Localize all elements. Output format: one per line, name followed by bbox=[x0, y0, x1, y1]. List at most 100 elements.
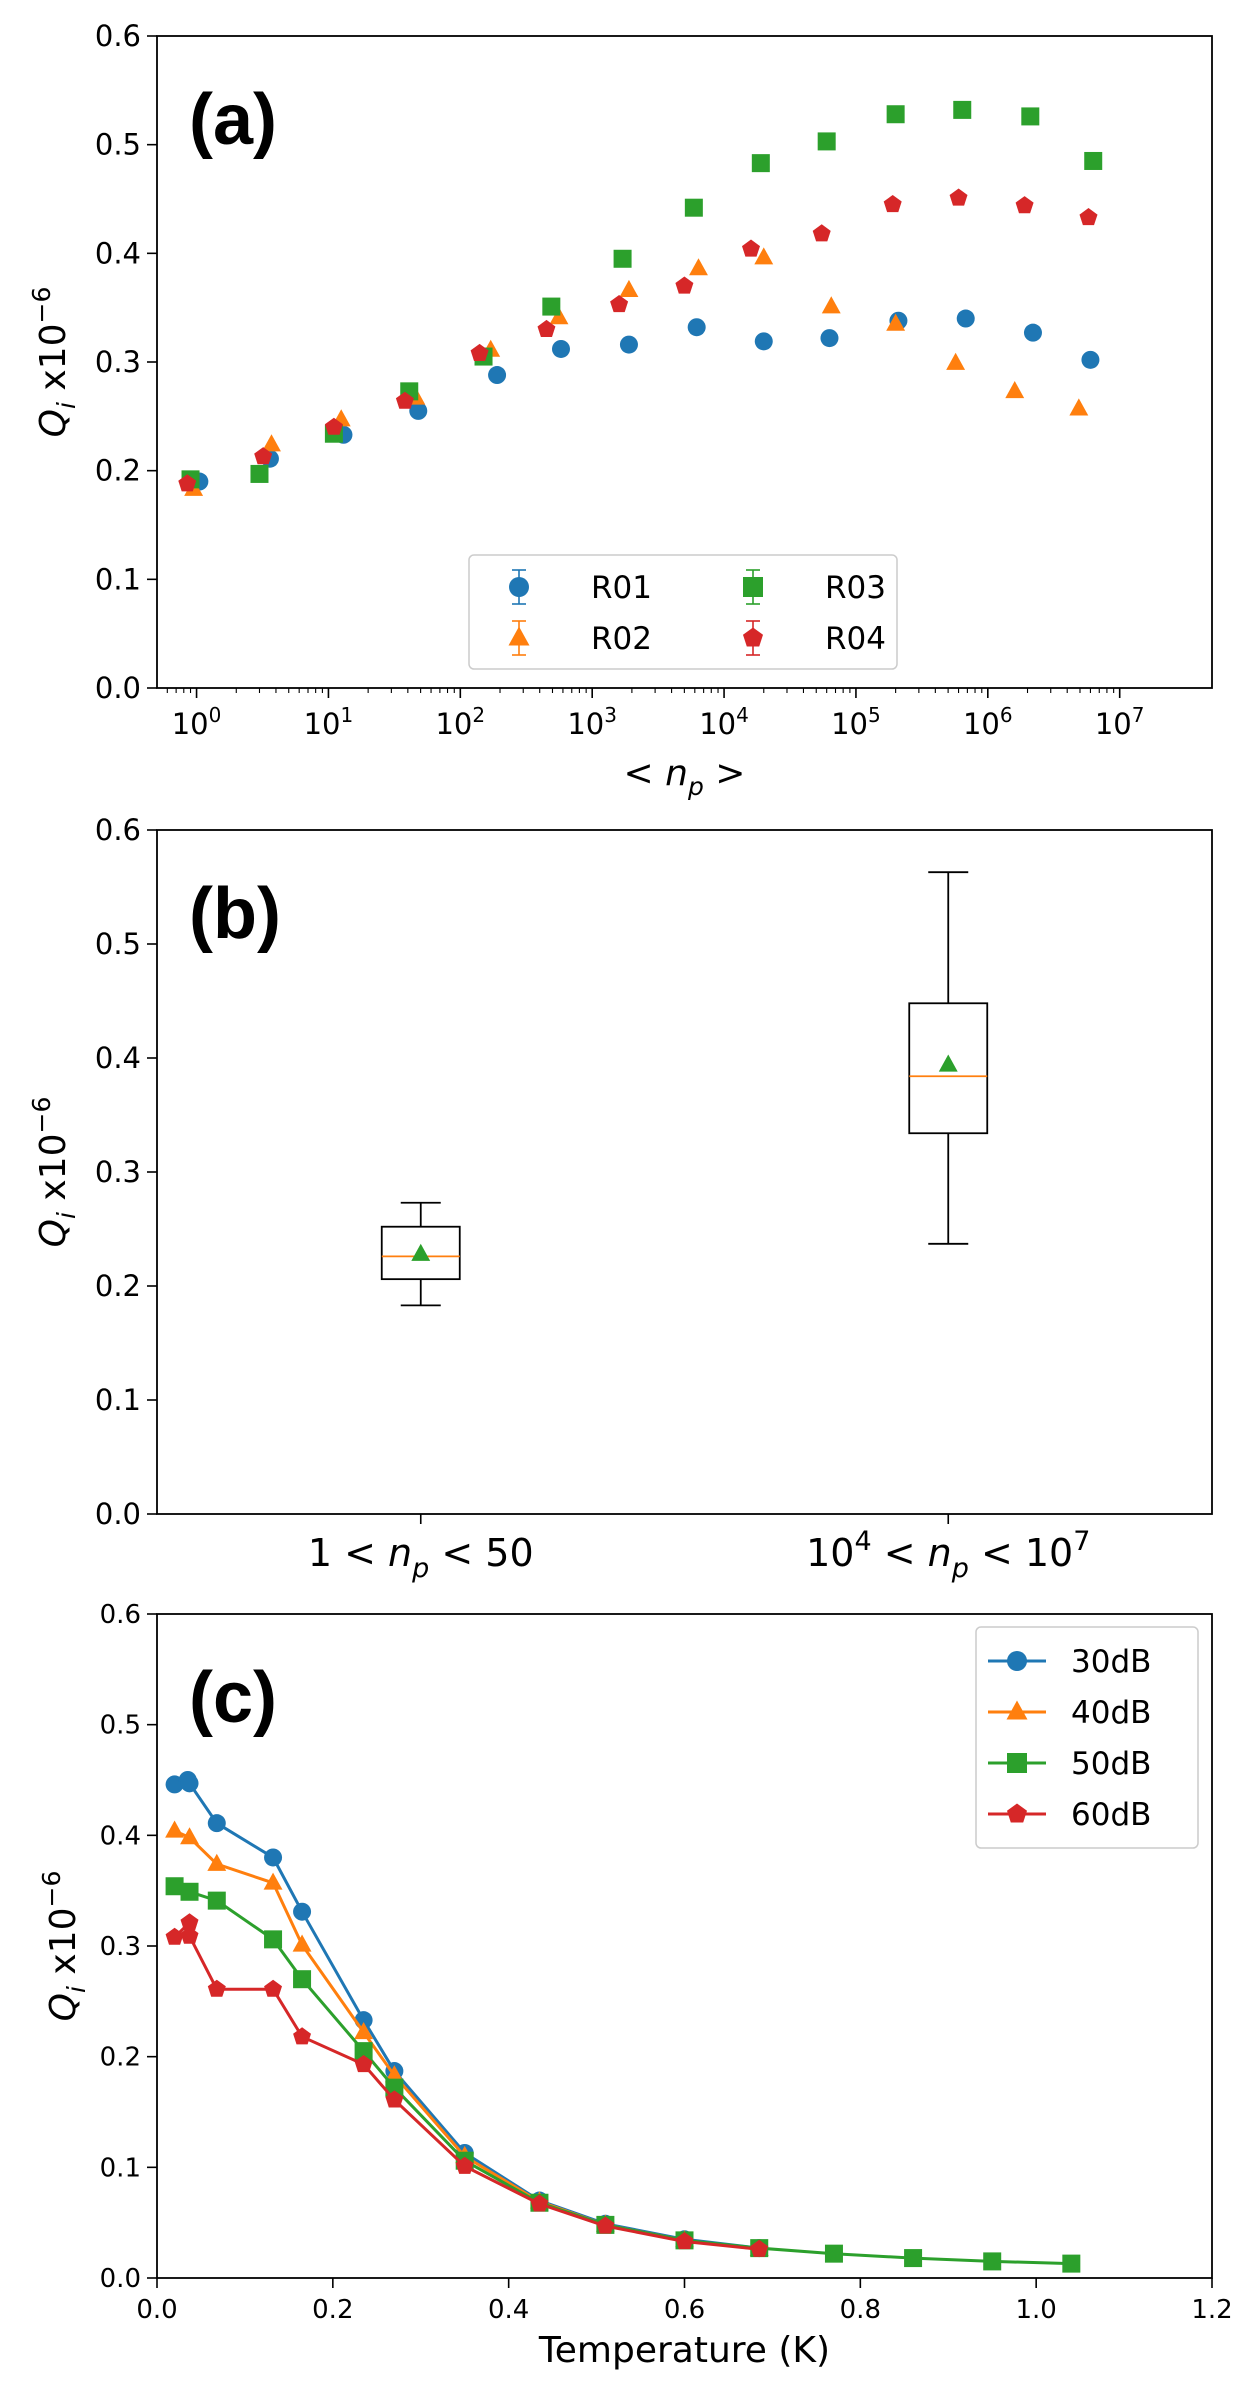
y-tick-label: 0.5 bbox=[100, 1711, 141, 1741]
data-point bbox=[1062, 2254, 1081, 2273]
legend-label: R01 bbox=[591, 570, 652, 606]
y-tick-label: 0.0 bbox=[95, 671, 141, 705]
legend: R01 R02 R03 R04 bbox=[468, 554, 898, 670]
y-tick-label: 0.4 bbox=[95, 236, 141, 270]
data-point bbox=[1081, 350, 1100, 369]
panel-a: 0.0 0.1 0.2 0.3 0.4 0.5 0.6 Qi x10−6 100 101 102 10… bbox=[27, 19, 1213, 801]
series-line bbox=[173, 1919, 760, 2251]
legend-frame bbox=[975, 1626, 1199, 1849]
legend-label: R02 bbox=[591, 621, 652, 657]
legend-label: 60dB bbox=[1071, 1797, 1151, 1833]
data-point bbox=[675, 276, 694, 294]
data-point bbox=[354, 2021, 374, 2040]
y-tick-label: 0.2 bbox=[100, 2043, 141, 2073]
data-point bbox=[684, 198, 703, 217]
y-axis-label: Qi x10−6 bbox=[27, 1097, 81, 1248]
data-point bbox=[384, 2065, 404, 2083]
plot-frame bbox=[156, 829, 1213, 1515]
data-point bbox=[455, 2156, 474, 2174]
data-point bbox=[165, 1927, 184, 1945]
category-label: 104 < np < 107 bbox=[806, 1526, 1090, 1584]
x-tick-label: 0.4 bbox=[488, 2295, 529, 2325]
data-point bbox=[946, 352, 966, 370]
box-1 bbox=[380, 1201, 461, 1307]
category-label: 1 < np < 50 bbox=[308, 1531, 534, 1584]
series-R03 bbox=[181, 100, 1103, 489]
data-point bbox=[354, 2055, 373, 2073]
box-iqr bbox=[908, 1002, 989, 1135]
data-point bbox=[264, 1848, 283, 1867]
data-point bbox=[754, 247, 774, 265]
y-tick-label: 0.6 bbox=[95, 19, 141, 53]
data-point bbox=[610, 295, 629, 313]
data-point bbox=[549, 307, 569, 325]
data-point bbox=[904, 2249, 923, 2268]
y-tick-label: 0.0 bbox=[100, 2264, 141, 2294]
x-tick-label: 1.0 bbox=[1015, 2295, 1056, 2325]
y-axis-label: Qi x10−6 bbox=[27, 287, 81, 438]
data-point bbox=[409, 401, 428, 420]
x-tick-label: 107 bbox=[1095, 703, 1145, 741]
data-point bbox=[292, 1934, 312, 1952]
data-point bbox=[293, 2027, 311, 2045]
y-tick-label: 0.2 bbox=[95, 1269, 141, 1303]
data-point bbox=[883, 195, 902, 213]
series-R02 bbox=[184, 247, 1089, 496]
data-point bbox=[385, 2090, 404, 2108]
legend-marker bbox=[743, 627, 763, 647]
data-point bbox=[886, 313, 906, 331]
data-point bbox=[180, 1827, 199, 1845]
data-point bbox=[395, 391, 414, 409]
data-point bbox=[264, 1930, 283, 1949]
y-tick-label: 0.5 bbox=[95, 927, 141, 961]
y-tick-label: 0.4 bbox=[95, 1041, 141, 1075]
data-point bbox=[886, 105, 905, 124]
data-point bbox=[953, 100, 972, 119]
data-point bbox=[1084, 151, 1103, 170]
x-tick-label: 105 bbox=[831, 703, 881, 741]
y-tick-label: 0.3 bbox=[95, 345, 141, 379]
x-tick-label: 102 bbox=[435, 703, 485, 741]
data-point bbox=[821, 296, 841, 314]
data-point bbox=[1079, 208, 1098, 226]
data-point bbox=[1021, 107, 1040, 126]
mean-marker bbox=[411, 1243, 431, 1261]
data-point bbox=[983, 2252, 1002, 2271]
data-point bbox=[207, 1891, 226, 1910]
data-point bbox=[596, 2216, 615, 2234]
data-point bbox=[180, 1913, 199, 1931]
y-tick-label: 0.2 bbox=[95, 454, 141, 488]
data-point bbox=[613, 249, 632, 268]
x-axis-label: Temperature (K) bbox=[538, 2330, 830, 2371]
y-tick-label: 0.3 bbox=[100, 1932, 141, 1962]
data-point bbox=[751, 154, 770, 173]
x-tick-label: 0.2 bbox=[312, 2295, 353, 2325]
panel-label: (c) bbox=[189, 1658, 277, 1738]
x-tick-label: 101 bbox=[304, 703, 354, 741]
y-tick-label: 0.6 bbox=[95, 813, 141, 847]
data-point bbox=[530, 2194, 549, 2212]
x-tick-label: 0.8 bbox=[840, 2295, 881, 2325]
data-point bbox=[180, 1774, 199, 1793]
x-tick-label: 1.2 bbox=[1191, 2295, 1232, 2325]
data-point bbox=[250, 464, 269, 483]
panel-label: (a) bbox=[189, 80, 277, 160]
y-tick-label: 0.0 bbox=[95, 1497, 141, 1531]
data-point bbox=[619, 335, 638, 354]
data-point bbox=[165, 1877, 184, 1896]
data-point bbox=[824, 2244, 843, 2263]
panel-c: 0.0 0.1 0.2 0.3 0.4 0.5 0.6 Qi x10−6 0.0 0.2 0.4 0.… bbox=[37, 1600, 1233, 2371]
data-point bbox=[742, 239, 760, 257]
y-tick-label: 0.4 bbox=[100, 1821, 141, 1851]
y-axis-label: Qi x10−6 bbox=[37, 1871, 91, 2022]
data-point bbox=[750, 2239, 769, 2257]
data-point bbox=[1069, 398, 1089, 416]
y-tick-label: 0.6 bbox=[100, 1600, 141, 1630]
x-tick-label: 0.6 bbox=[664, 2295, 705, 2325]
box-2 bbox=[908, 871, 989, 1245]
data-point bbox=[178, 474, 197, 492]
data-point bbox=[470, 343, 489, 361]
y-tick-label: 0.1 bbox=[100, 2153, 141, 2183]
legend-label: 30dB bbox=[1071, 1644, 1151, 1680]
data-point bbox=[165, 1820, 185, 1838]
